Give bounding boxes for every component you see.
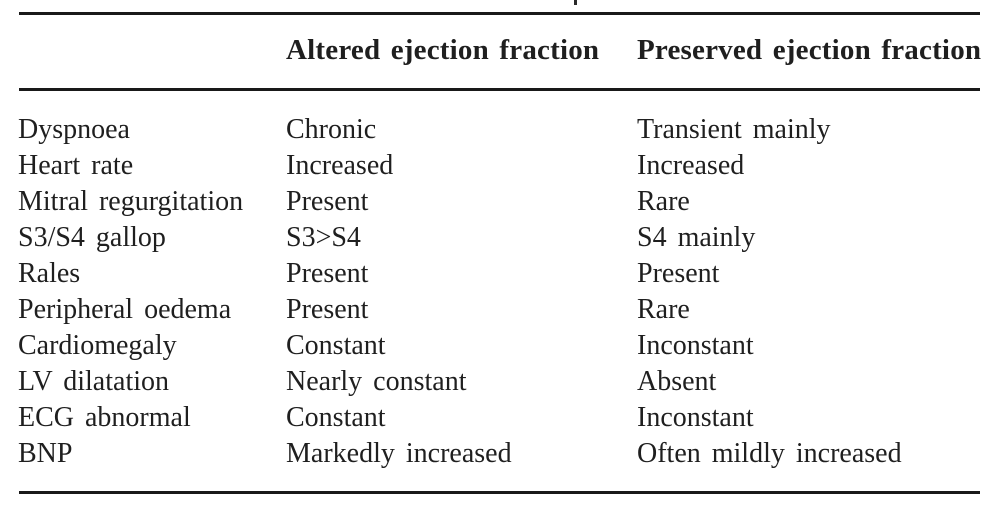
row-label: S3/S4 gallop xyxy=(18,222,166,253)
row-label: LV dilatation xyxy=(18,366,169,397)
preserved-ef-value: Absent xyxy=(637,366,717,397)
row-label: BNP xyxy=(18,438,73,469)
column-header-preserved-ef: Preserved ejection fraction xyxy=(637,34,982,66)
preserved-ef-value: Increased xyxy=(637,150,745,181)
column-header-altered-ef: Altered ejection fraction xyxy=(286,34,600,66)
preserved-ef-value: Rare xyxy=(637,186,690,217)
row-label: Dyspnoea xyxy=(18,114,130,145)
table-row: Peripheral oedema Present Rare xyxy=(18,292,980,328)
row-label: Mitral regurgitation xyxy=(18,186,244,217)
preserved-ef-value: Present xyxy=(637,258,720,289)
row-label: ECG abnormal xyxy=(18,402,191,433)
altered-ef-value: Present xyxy=(286,294,369,325)
altered-ef-value: Markedly increased xyxy=(286,438,512,469)
row-label: Heart rate xyxy=(18,150,134,181)
row-label: Peripheral oedema xyxy=(18,294,232,325)
table-row: BNP Markedly increased Often mildly incr… xyxy=(18,436,980,472)
altered-ef-value: Constant xyxy=(286,330,386,361)
row-label: Rales xyxy=(18,258,81,289)
altered-ef-value: Increased xyxy=(286,150,394,181)
table-row: Cardiomegaly Constant Inconstant xyxy=(18,328,980,364)
altered-ef-value: Present xyxy=(286,186,369,217)
table-row: Mitral regurgitation Present Rare xyxy=(18,184,980,220)
table-top-rule xyxy=(19,12,980,15)
altered-ef-value: S3>S4 xyxy=(286,222,361,253)
table-row: Heart rate Increased Increased xyxy=(18,148,980,184)
altered-ef-value: Chronic xyxy=(286,114,377,145)
preserved-ef-value: Inconstant xyxy=(637,330,754,361)
preserved-ef-value: S4 mainly xyxy=(637,222,756,253)
table-header-row: Altered ejection fraction Preserved ejec… xyxy=(18,33,982,67)
table-header-rule xyxy=(19,88,980,91)
table-row: Rales Present Present xyxy=(18,256,980,292)
preserved-ef-value: Inconstant xyxy=(637,402,754,433)
table-body: Dyspnoea Chronic Transient mainly Heart … xyxy=(18,112,980,472)
table-row: S3/S4 gallop S3>S4 S4 mainly xyxy=(18,220,980,256)
table-row: LV dilatation Nearly constant Absent xyxy=(18,364,980,400)
altered-ef-value: Present xyxy=(286,258,369,289)
altered-ef-value: Nearly constant xyxy=(286,366,467,397)
altered-ef-value: Constant xyxy=(286,402,386,433)
preserved-ef-value: Rare xyxy=(637,294,690,325)
preserved-ef-value: Transient mainly xyxy=(637,114,831,145)
clipped-caption-fragment xyxy=(574,0,577,5)
table-row: Dyspnoea Chronic Transient mainly xyxy=(18,112,980,148)
table-bottom-rule xyxy=(19,491,980,494)
table-row: ECG abnormal Constant Inconstant xyxy=(18,400,980,436)
row-label: Cardiomegaly xyxy=(18,330,177,361)
preserved-ef-value: Often mildly increased xyxy=(637,438,902,469)
